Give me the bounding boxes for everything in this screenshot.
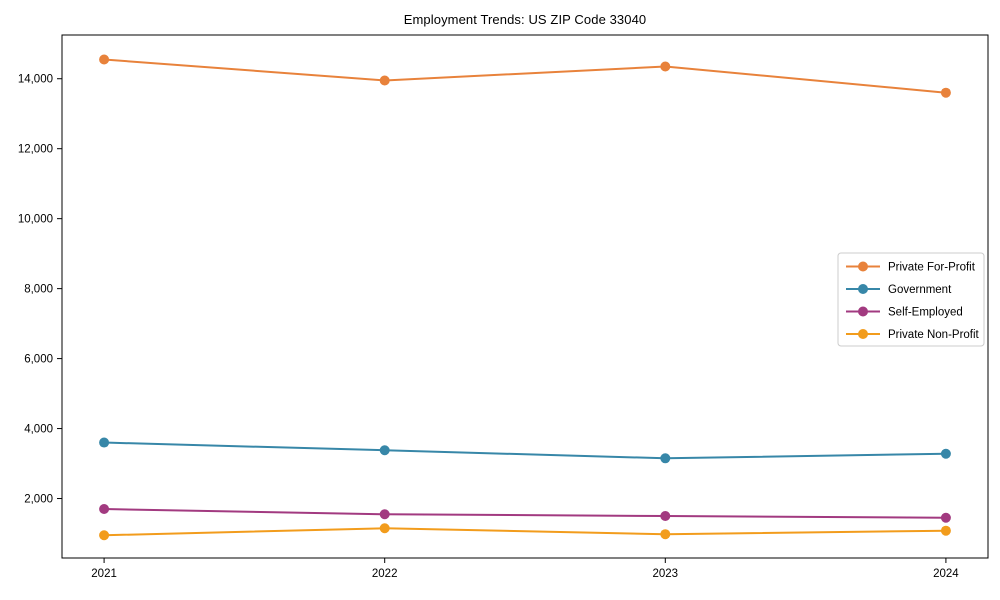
series-line [103,441,947,460]
legend-label: Government [888,284,952,296]
legend-item-private-non-profit: Private Non-Profit [846,329,980,341]
legend-item-private-for-profit: Private For-Profit [846,261,976,274]
y-tick-label: 12,000 [18,144,53,156]
y-tick-label: 10,000 [18,214,53,226]
data-point [660,511,671,522]
legend-item-self-employed: Self-Employed [846,306,963,319]
y-tick-label: 2,000 [24,494,53,506]
data-point [379,523,390,534]
data-point [940,512,951,523]
data-point [379,75,390,86]
x-axis: 2021 2022 2023 2024 [91,558,959,580]
series-private-non-profit [99,523,951,541]
legend-item-government: Government [846,284,952,296]
series-line [103,58,947,94]
data-point [99,54,110,65]
series-self-employed [99,504,951,523]
legend-label: Private For-Profit [888,262,976,274]
legend-marker [858,261,868,272]
data-point [379,509,390,520]
series-line [103,527,947,537]
data-point [99,504,110,515]
x-tick-label: 2021 [91,568,117,580]
y-tick-label: 4,000 [24,424,53,436]
legend-marker [858,329,868,339]
series-government [99,437,951,464]
legend-marker [858,284,868,294]
y-tick-label: 14,000 [18,74,53,86]
data-point [99,437,110,448]
legend-label: Self-Employed [888,307,963,319]
legend-marker [858,306,868,317]
plot-box [61,34,989,559]
data-point [940,448,951,459]
y-axis: 2,000 4,000 6,000 8,000 10,000 12,000 14,000 [18,74,62,506]
y-tick-label: 8,000 [24,284,53,296]
data-point [660,61,671,72]
x-tick-label: 2022 [372,568,398,580]
y-tick-label: 6,000 [24,354,53,366]
x-tick-label: 2024 [933,568,959,580]
series-private-for-profit [99,54,951,98]
data-point [940,87,951,98]
data-point [660,529,671,540]
data-point [99,530,110,541]
series-line [103,508,947,519]
data-point [660,453,671,464]
legend: Private For-Profit Government Self-Employe… [837,252,985,347]
x-tick-label: 2023 [653,568,679,580]
legend-label: Private Non-Profit [888,329,980,341]
data-point [379,445,390,456]
legend-box [837,252,985,347]
chart-title: Employment Trends: US ZIP Code 33040 [403,12,647,27]
data-point [940,525,951,536]
